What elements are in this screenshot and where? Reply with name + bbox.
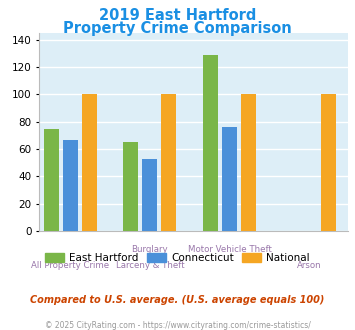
Bar [203, 55, 218, 231]
Bar [161, 94, 176, 231]
Bar [222, 127, 237, 231]
Text: Motor Vehicle Theft: Motor Vehicle Theft [187, 245, 272, 254]
Bar [321, 94, 336, 231]
Legend: East Hartford, Connecticut, National: East Hartford, Connecticut, National [41, 248, 314, 267]
Bar [82, 94, 97, 231]
Text: Arson: Arson [297, 261, 322, 270]
Bar [123, 142, 138, 231]
Bar [241, 94, 256, 231]
Bar [142, 159, 157, 231]
Bar [62, 140, 78, 231]
Text: Compared to U.S. average. (U.S. average equals 100): Compared to U.S. average. (U.S. average … [30, 295, 325, 305]
Text: Property Crime Comparison: Property Crime Comparison [63, 21, 292, 36]
Bar [44, 129, 59, 231]
Text: 2019 East Hartford: 2019 East Hartford [99, 8, 256, 23]
Text: All Property Crime: All Property Crime [31, 261, 109, 270]
Text: Larceny & Theft: Larceny & Theft [115, 261, 184, 270]
Text: Burglary: Burglary [132, 245, 168, 254]
Text: © 2025 CityRating.com - https://www.cityrating.com/crime-statistics/: © 2025 CityRating.com - https://www.city… [45, 321, 310, 330]
